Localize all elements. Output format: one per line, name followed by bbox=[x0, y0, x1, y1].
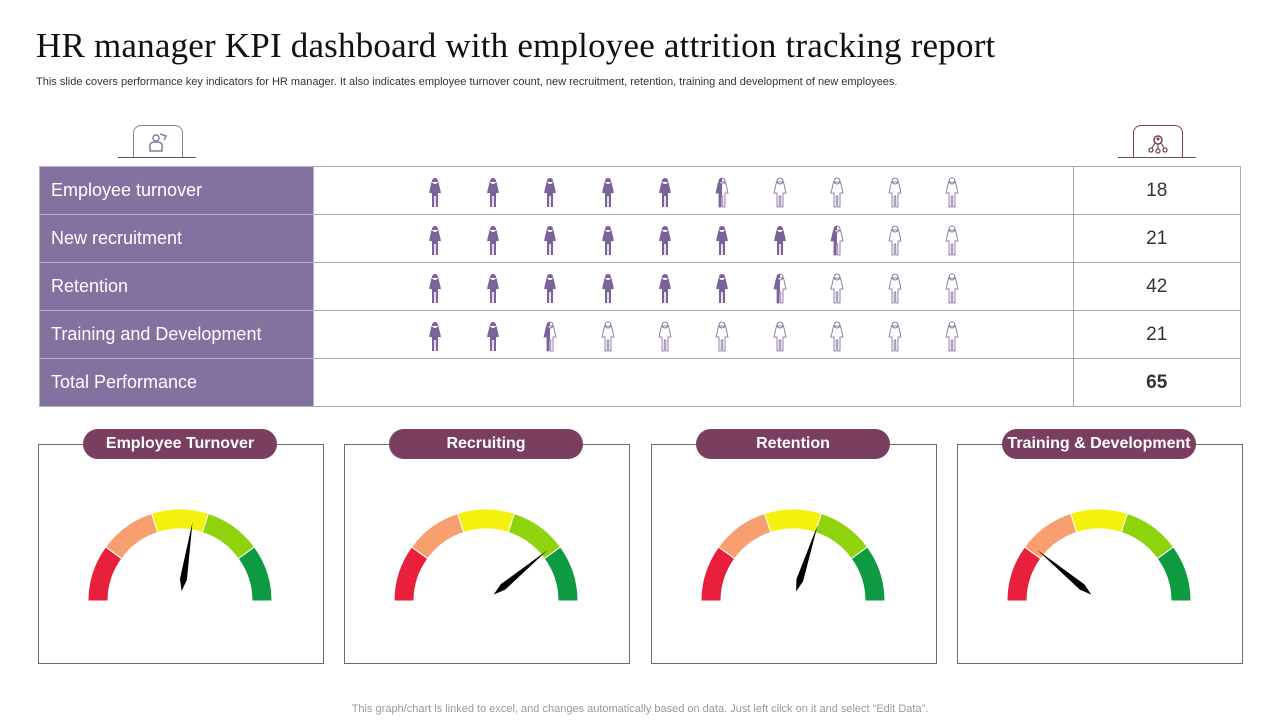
page-title: HR manager KPI dashboard with employee a… bbox=[36, 26, 996, 65]
total-label: Total Performance bbox=[38, 358, 315, 407]
gauge-zone bbox=[201, 512, 256, 560]
gauge-zone bbox=[150, 508, 210, 534]
row-value: 21 bbox=[1072, 310, 1241, 359]
person-figure-icon bbox=[655, 269, 675, 305]
row-label: Employee turnover bbox=[38, 166, 315, 215]
person-figure-icon bbox=[942, 221, 962, 257]
person-figure-icon bbox=[827, 269, 847, 305]
gauge-needle bbox=[493, 550, 548, 595]
gauge-zone bbox=[1120, 512, 1175, 560]
person-figure-icon bbox=[425, 317, 445, 353]
person-figure-icon bbox=[885, 317, 905, 353]
person-figure-icon bbox=[483, 173, 503, 209]
gauge-needle bbox=[796, 524, 818, 592]
row-label: Training and Development bbox=[38, 310, 315, 359]
person-figure-icon bbox=[483, 317, 503, 353]
person-figure-icon bbox=[540, 221, 560, 257]
person-figure-icon bbox=[885, 221, 905, 257]
header-divider-right bbox=[1118, 157, 1196, 158]
person-figure-icon bbox=[540, 317, 560, 353]
person-figure-icon bbox=[942, 269, 962, 305]
table-row: Employee turnover 18 bbox=[38, 166, 1241, 215]
gauge-zone bbox=[104, 512, 159, 560]
person-figure-icon bbox=[540, 269, 560, 305]
gauge-zone bbox=[814, 512, 869, 560]
total-value: 65 bbox=[1072, 358, 1241, 407]
row-value: 18 bbox=[1072, 166, 1241, 215]
table-row: Training and Development 21 bbox=[38, 310, 1241, 359]
person-figure-icon bbox=[942, 173, 962, 209]
person-figure-icon bbox=[425, 221, 445, 257]
person-figure-icon bbox=[483, 269, 503, 305]
person-figure-icon bbox=[655, 173, 675, 209]
speedometer-gauge bbox=[393, 508, 579, 602]
gauge-zone bbox=[507, 512, 562, 560]
gauge-title-pill: Recruiting bbox=[389, 429, 583, 459]
gauge-panel bbox=[957, 444, 1243, 664]
gauge-zone bbox=[763, 508, 823, 534]
kpi-table: Employee turnover 18 New recruitment 21 … bbox=[38, 166, 1241, 407]
header-divider-left bbox=[118, 157, 196, 158]
person-figure-icon bbox=[712, 221, 732, 257]
pictograph-cell bbox=[313, 310, 1074, 359]
person-figure-icon bbox=[827, 221, 847, 257]
person-figure-icon bbox=[942, 317, 962, 353]
gauge-zone bbox=[717, 512, 772, 560]
gauge-zone bbox=[410, 512, 465, 560]
pictograph-cell bbox=[313, 214, 1074, 263]
person-figure-icon bbox=[770, 317, 790, 353]
speedometer-gauge bbox=[700, 508, 886, 602]
person-figure-icon bbox=[598, 317, 618, 353]
pictograph-cell bbox=[313, 262, 1074, 311]
person-figure-icon bbox=[425, 173, 445, 209]
gauge-zone bbox=[237, 546, 273, 602]
person-figure-icon bbox=[425, 269, 445, 305]
person-figure-icon bbox=[655, 317, 675, 353]
footer-note: This graph/chart is linked to excel, and… bbox=[351, 703, 929, 715]
person-figure-icon bbox=[712, 317, 732, 353]
row-value: 42 bbox=[1072, 262, 1241, 311]
speedometer-gauge bbox=[87, 508, 273, 602]
person-figure-icon bbox=[540, 173, 560, 209]
gauge-title-pill: Employee Turnover bbox=[83, 429, 277, 459]
gauge-zone bbox=[850, 546, 886, 602]
row-value: 21 bbox=[1072, 214, 1241, 263]
gauge-zone bbox=[456, 508, 516, 534]
row-label: New recruitment bbox=[38, 214, 315, 263]
person-figure-icon bbox=[712, 173, 732, 209]
gauge-title-pill: Retention bbox=[696, 429, 890, 459]
empty-cell bbox=[313, 358, 1074, 407]
person-figure-icon bbox=[655, 221, 675, 257]
team-network-icon bbox=[1133, 125, 1183, 158]
person-figure-icon bbox=[885, 173, 905, 209]
pictograph-cell bbox=[313, 166, 1074, 215]
row-label: Retention bbox=[38, 262, 315, 311]
table-row: New recruitment 21 bbox=[38, 214, 1241, 263]
gauge-needle bbox=[1037, 550, 1092, 595]
person-figure-icon bbox=[598, 173, 618, 209]
person-figure-icon bbox=[712, 269, 732, 305]
person-figure-icon bbox=[598, 221, 618, 257]
person-figure-icon bbox=[483, 221, 503, 257]
person-figure-icon bbox=[770, 221, 790, 257]
person-figure-icon bbox=[885, 269, 905, 305]
gauge-zone bbox=[1069, 508, 1129, 534]
speedometer-gauge bbox=[1006, 508, 1192, 602]
gauge-panel bbox=[38, 444, 324, 664]
gauge-title-pill: Training & Development bbox=[1002, 429, 1196, 459]
employee-badge-icon bbox=[133, 125, 183, 158]
gauge-panel bbox=[651, 444, 937, 664]
person-figure-icon bbox=[598, 269, 618, 305]
person-figure-icon bbox=[770, 173, 790, 209]
person-figure-icon bbox=[827, 173, 847, 209]
gauge-zone bbox=[1156, 546, 1192, 602]
person-figure-icon bbox=[770, 269, 790, 305]
total-row: Total Performance 65 bbox=[38, 358, 1241, 407]
gauge-zone bbox=[543, 546, 579, 602]
gauge-needle bbox=[179, 521, 193, 592]
page-subtitle: This slide covers performance key indica… bbox=[36, 76, 898, 88]
person-figure-icon bbox=[827, 317, 847, 353]
gauge-zone bbox=[1023, 512, 1078, 560]
table-row: Retention 42 bbox=[38, 262, 1241, 311]
